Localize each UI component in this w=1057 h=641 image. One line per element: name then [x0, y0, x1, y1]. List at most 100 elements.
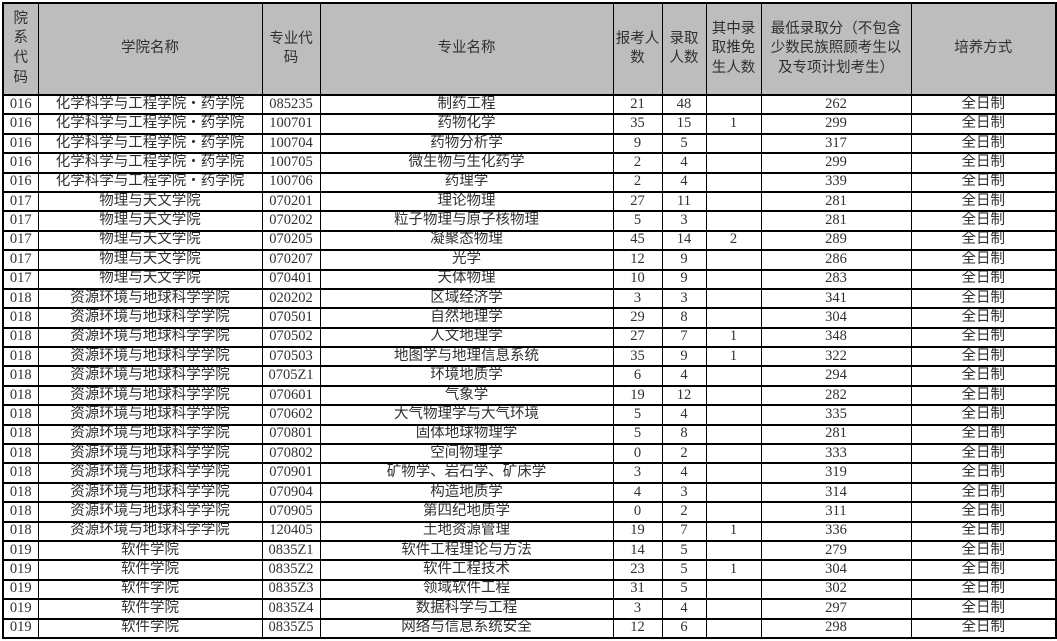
cell-admitted: 14 — [661, 229, 707, 252]
cell-major_name: 空间物理学 — [319, 443, 614, 465]
cell-applicants: 27 — [612, 326, 663, 349]
cell-recommended_exempt — [705, 249, 762, 271]
table-row: 018 资源环境与地球科学学院 070601 气象学 19 12 282 全日制 — [2, 384, 1057, 407]
cell-dept_code: 018 — [2, 384, 39, 407]
cell-recommended_exempt — [705, 190, 762, 213]
cell-admitted: 5 — [661, 132, 707, 155]
cell-dept_code: 017 — [2, 268, 39, 290]
cell-study_mode: 全日制 — [910, 132, 1057, 155]
cell-dept_code: 016 — [2, 171, 39, 193]
cell-applicants: 12 — [612, 617, 663, 640]
cell-applicants: 29 — [612, 307, 663, 329]
cell-dept_code: 017 — [2, 210, 39, 232]
cell-applicants: 5 — [612, 210, 663, 232]
cell-major_name: 药物化学 — [319, 113, 614, 135]
cell-college_name: 资源环境与地球科学学院 — [37, 307, 263, 329]
cell-dept_code: 019 — [2, 559, 39, 581]
cell-study_mode: 全日制 — [910, 229, 1057, 252]
cell-min_score: 335 — [760, 404, 912, 426]
cell-dept_code: 018 — [2, 501, 39, 523]
cell-admitted: 2 — [661, 501, 707, 523]
cell-min_score: 262 — [760, 93, 912, 116]
cell-recommended_exempt — [705, 210, 762, 232]
cell-admitted: 3 — [661, 481, 707, 504]
cell-dept_code: 017 — [2, 249, 39, 271]
cell-admitted: 4 — [661, 598, 707, 620]
cell-recommended_exempt — [705, 501, 762, 523]
cell-admitted: 11 — [661, 190, 707, 213]
cell-applicants: 14 — [612, 539, 663, 562]
cell-min_score: 299 — [760, 152, 912, 174]
column-header-dept_code: 院系代码 — [2, 2, 39, 96]
cell-min_score: 311 — [760, 501, 912, 523]
cell-major_code: 0705Z1 — [261, 365, 321, 387]
cell-study_mode: 全日制 — [910, 249, 1057, 271]
header-row: 院系代码 学院名称 专业代码 专业名称 报考人数 录取人数 其中录取推免生人数 最低录取分（不… — [2, 2, 1057, 96]
cell-college_name: 物理与天文学院 — [37, 229, 263, 252]
cell-applicants: 31 — [612, 578, 663, 601]
cell-min_score: 304 — [760, 307, 912, 329]
cell-major_name: 地图学与地理信息系统 — [319, 346, 614, 368]
cell-recommended_exempt — [705, 152, 762, 174]
cell-study_mode: 全日制 — [910, 326, 1057, 349]
cell-min_score: 348 — [760, 326, 912, 349]
cell-major_code: 100704 — [261, 132, 321, 155]
cell-college_name: 化学科学与工程学院・药学院 — [37, 132, 263, 155]
cell-college_name: 资源环境与地球科学学院 — [37, 365, 263, 387]
cell-min_score: 282 — [760, 384, 912, 407]
table-row: 018 资源环境与地球科学学院 0705Z1 环境地质学 6 4 294 全日制 — [2, 365, 1057, 387]
cell-min_score: 314 — [760, 481, 912, 504]
cell-min_score: 281 — [760, 423, 912, 446]
cell-admitted: 12 — [661, 384, 707, 407]
cell-study_mode: 全日制 — [910, 171, 1057, 193]
cell-major_code: 070201 — [261, 190, 321, 213]
cell-recommended_exempt — [705, 539, 762, 562]
cell-study_mode: 全日制 — [910, 268, 1057, 290]
cell-college_name: 资源环境与地球科学学院 — [37, 287, 263, 310]
cell-dept_code: 016 — [2, 93, 39, 116]
cell-min_score: 339 — [760, 171, 912, 193]
cell-applicants: 9 — [612, 132, 663, 155]
table-row: 019 软件学院 0835Z2 软件工程技术 23 5 1 304 全日制 — [2, 559, 1057, 581]
cell-major_name: 自然地理学 — [319, 307, 614, 329]
cell-recommended_exempt — [705, 132, 762, 155]
cell-major_code: 070905 — [261, 501, 321, 523]
table-row: 018 资源环境与地球科学学院 070905 第四纪地质学 0 2 311 全日制 — [2, 501, 1057, 523]
cell-study_mode: 全日制 — [910, 578, 1057, 601]
cell-major_code: 0835Z5 — [261, 617, 321, 640]
cell-admitted: 4 — [661, 462, 707, 484]
table-row: 018 资源环境与地球科学学院 070501 自然地理学 29 8 304 全日制 — [2, 307, 1057, 329]
cell-min_score: 294 — [760, 365, 912, 387]
cell-dept_code: 018 — [2, 346, 39, 368]
cell-min_score: 299 — [760, 113, 912, 135]
table-header: 院系代码 学院名称 专业代码 专业名称 报考人数 录取人数 其中录取推免生人数 最低录取分（不… — [2, 2, 1057, 96]
cell-college_name: 资源环境与地球科学学院 — [37, 443, 263, 465]
cell-min_score: 289 — [760, 229, 912, 252]
cell-min_score: 319 — [760, 462, 912, 484]
cell-study_mode: 全日制 — [910, 307, 1057, 329]
cell-major_code: 0835Z2 — [261, 559, 321, 581]
cell-major_name: 网络与信息系统安全 — [319, 617, 614, 640]
cell-recommended_exempt — [705, 384, 762, 407]
cell-major_code: 070401 — [261, 268, 321, 290]
cell-applicants: 4 — [612, 481, 663, 504]
cell-college_name: 资源环境与地球科学学院 — [37, 404, 263, 426]
cell-major_code: 0835Z1 — [261, 539, 321, 562]
cell-applicants: 19 — [612, 384, 663, 407]
cell-major_name: 药理学 — [319, 171, 614, 193]
table-row: 017 物理与天文学院 070201 理论物理 27 11 281 全日制 — [2, 190, 1057, 213]
cell-major_name: 领域软件工程 — [319, 578, 614, 601]
cell-applicants: 0 — [612, 443, 663, 465]
table-row: 018 资源环境与地球科学学院 070502 人文地理学 27 7 1 348 全日制 — [2, 326, 1057, 349]
cell-min_score: 298 — [760, 617, 912, 640]
cell-major_name: 土地资源管理 — [319, 520, 614, 543]
column-header-major_code: 专业代码 — [261, 2, 321, 96]
cell-major_code: 0835Z3 — [261, 578, 321, 601]
cell-major_code: 070501 — [261, 307, 321, 329]
cell-major_code: 070502 — [261, 326, 321, 349]
cell-applicants: 35 — [612, 346, 663, 368]
cell-college_name: 资源环境与地球科学学院 — [37, 501, 263, 523]
cell-study_mode: 全日制 — [910, 617, 1057, 640]
cell-recommended_exempt: 1 — [705, 326, 762, 349]
cell-college_name: 资源环境与地球科学学院 — [37, 423, 263, 446]
